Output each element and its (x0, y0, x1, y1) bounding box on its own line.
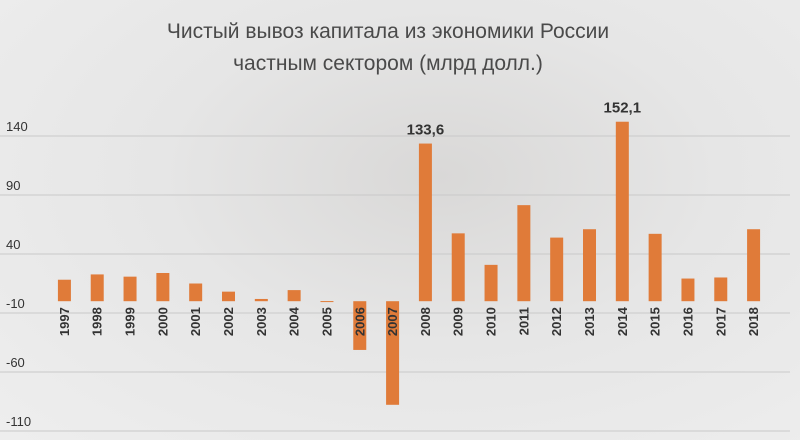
x-tick-label: 2008 (418, 307, 433, 336)
data-labels: 133,6 152,1 (407, 100, 641, 139)
bar-2011 (517, 205, 531, 302)
x-tick-label: 2009 (451, 307, 466, 336)
x-tick-label: 2002 (221, 307, 236, 336)
x-tick-label: 2016 (680, 307, 695, 336)
x-tick-label: 1997 (57, 307, 72, 336)
bar-1997 (57, 279, 71, 302)
bar-2007 (386, 301, 400, 405)
x-tick-label: 2006 (352, 307, 367, 336)
bar-2001 (189, 283, 203, 302)
bar-2015 (648, 233, 662, 302)
bar-2009 (451, 233, 465, 302)
x-tick-label: 2011 (516, 307, 531, 335)
x-tick-label: 1998 (90, 307, 105, 336)
x-axis-ticks: 1997 1998 1999 2000 2001 2002 2003 2004 2005 2006… (57, 306, 761, 336)
y-tick-label: 40 (6, 237, 20, 252)
y-tick-label: 90 (6, 178, 20, 193)
bar-2002 (222, 291, 235, 302)
x-tick-label: 2012 (549, 307, 564, 336)
x-tick-label: 1999 (123, 307, 138, 336)
x-tick-label: 2018 (746, 307, 761, 336)
y-tick-label: -10 (6, 296, 25, 311)
x-tick-label: 2005 (319, 307, 334, 336)
x-tick-label: 2017 (713, 307, 728, 336)
bar-1998 (90, 274, 104, 302)
data-label-2008: 133,6 (407, 122, 445, 139)
data-label-2014: 152,1 (604, 100, 642, 117)
bar-2018 (747, 229, 761, 302)
x-tick-label: 2010 (484, 307, 499, 336)
x-tick-label: 2015 (648, 307, 663, 336)
bar-1999 (123, 276, 137, 302)
bar-2008 (418, 143, 432, 302)
x-tick-label: 2014 (615, 306, 630, 336)
chart-title-line-2: частным сектором (млрд долл.) (233, 52, 543, 75)
bar-2012 (550, 237, 564, 302)
x-tick-label: 2003 (254, 307, 269, 336)
y-tick-label: 140 (6, 119, 28, 134)
y-tick-label: -110 (6, 414, 31, 429)
bar-2010 (484, 264, 498, 302)
x-tick-label: 2007 (385, 307, 400, 336)
bar-2006 (353, 301, 367, 350)
y-tick-label: -60 (6, 355, 25, 370)
bar-2017 (714, 277, 728, 302)
x-tick-label: 2000 (155, 307, 170, 336)
bar-2016 (681, 278, 695, 302)
bar-2003 (254, 298, 268, 302)
x-tick-label: 2013 (582, 307, 597, 336)
x-tick-label: 2004 (287, 306, 302, 336)
y-axis-ticks: 140 90 40 -10 -60 -110 (6, 119, 31, 429)
bars (57, 121, 761, 405)
bar-2014 (615, 121, 629, 302)
chart-title-line-1: Чистый вывоз капитала из экономики Росси… (167, 20, 609, 43)
bar-2013 (583, 229, 596, 302)
bar-2000 (156, 272, 170, 302)
x-tick-label: 2001 (188, 307, 203, 336)
bar-2005 (320, 301, 334, 303)
bar-2004 (287, 290, 301, 302)
chart-title: Чистый вывоз капитала из экономики Росси… (167, 20, 609, 75)
